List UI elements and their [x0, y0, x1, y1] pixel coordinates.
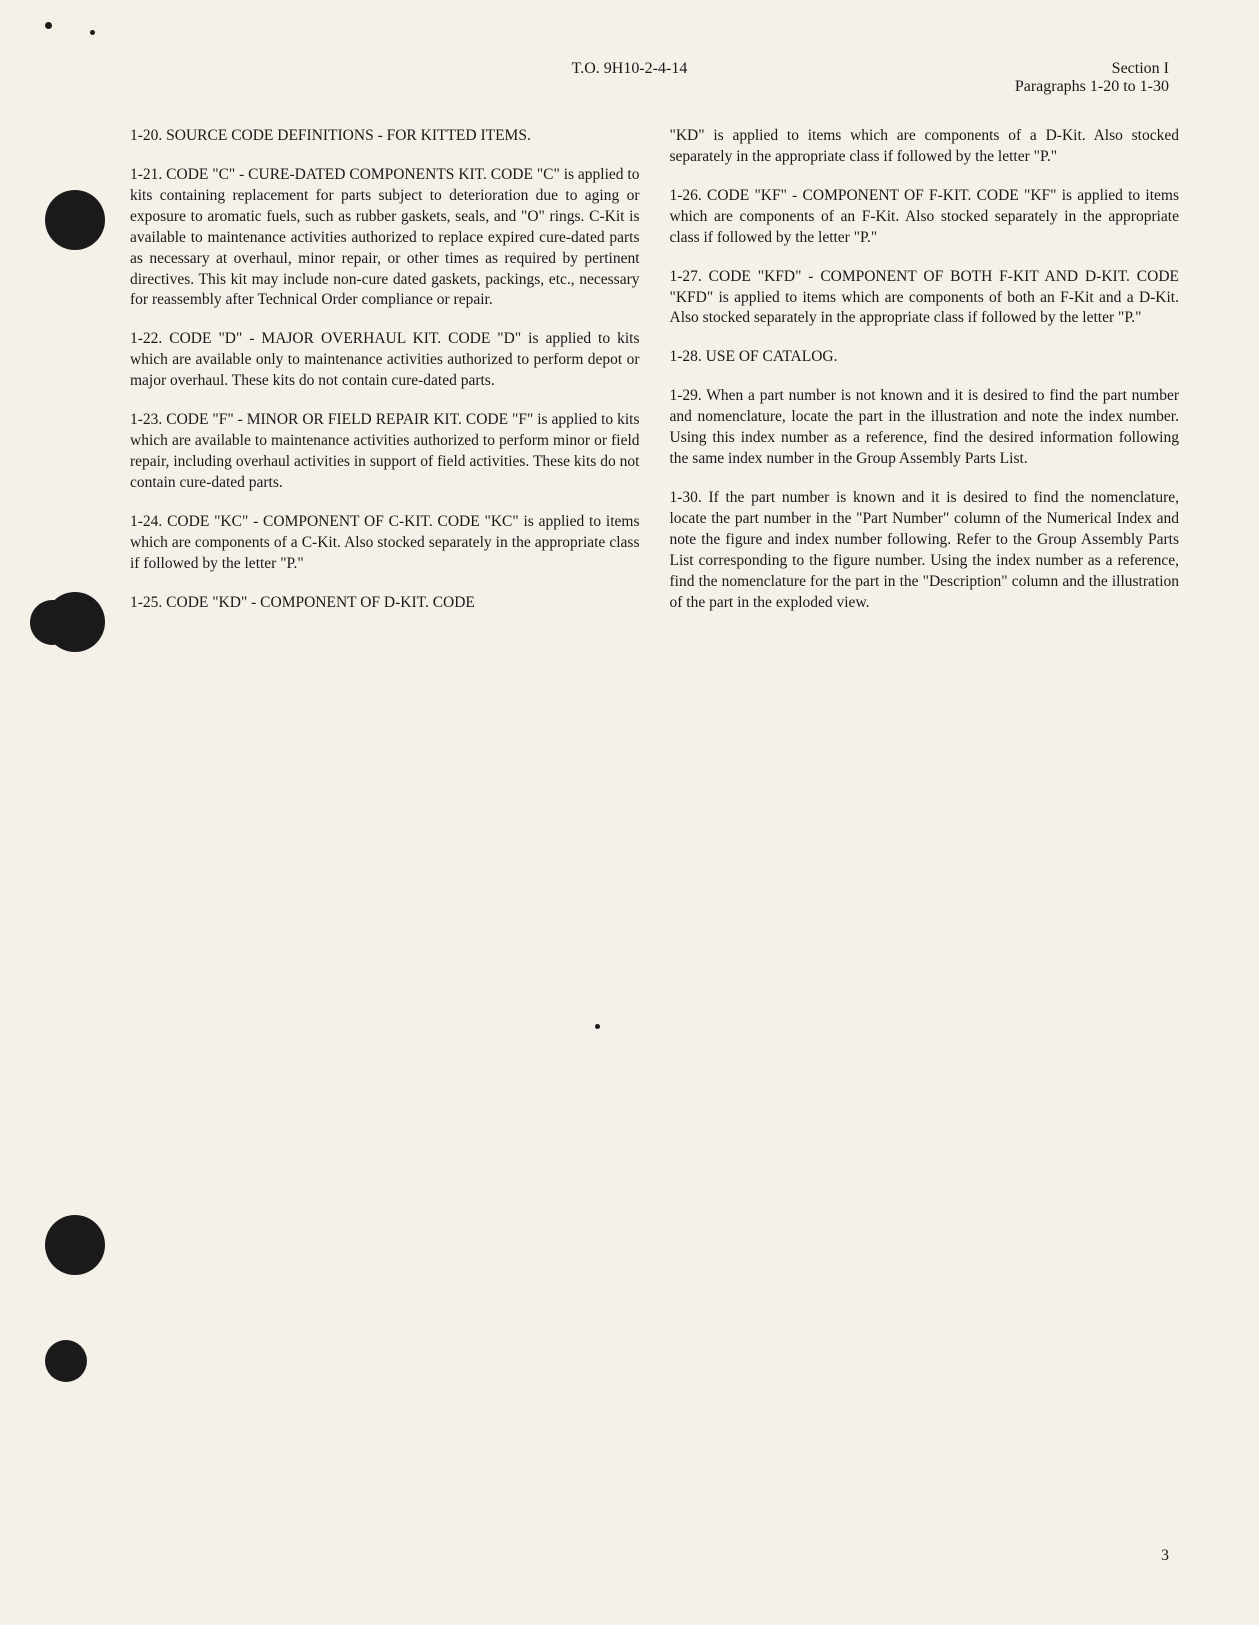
paragraph-1-20: 1-20. SOURCE CODE DEFINITIONS - FOR KITT… — [130, 126, 640, 147]
header-section: Section I — [1015, 60, 1169, 78]
paragraph-1-21: 1-21. CODE "C" - CURE-DATED COMPONENTS K… — [130, 165, 640, 311]
paragraph-1-30: 1-30. If the part number is known and it… — [670, 488, 1180, 614]
page-number: 3 — [1161, 1547, 1169, 1565]
punch-hole — [45, 1340, 87, 1382]
punch-hole — [45, 190, 105, 250]
header-section-info: Section I Paragraphs 1-20 to 1-30 — [1015, 60, 1169, 96]
paragraph-1-28: 1-28. USE OF CATALOG. — [670, 347, 1180, 368]
left-column: 1-20. SOURCE CODE DEFINITIONS - FOR KITT… — [130, 126, 640, 632]
artifact-dot — [90, 30, 95, 35]
artifact-dot — [595, 1024, 600, 1029]
paragraph-1-25-cont: "KD" is applied to items which are compo… — [670, 126, 1180, 168]
paragraph-1-29: 1-29. When a part number is not known an… — [670, 386, 1180, 470]
content-area: 1-20. SOURCE CODE DEFINITIONS - FOR KITT… — [130, 126, 1179, 632]
artifact-dot — [45, 22, 52, 29]
paragraph-1-24: 1-24. CODE "KC" - COMPONENT OF C-KIT. CO… — [130, 512, 640, 575]
right-column: "KD" is applied to items which are compo… — [670, 126, 1180, 632]
header-document-id: T.O. 9H10-2-4-14 — [572, 60, 688, 78]
punch-hole — [45, 592, 105, 652]
paragraph-1-27: 1-27. CODE "KFD" - COMPONENT OF BOTH F-K… — [670, 267, 1180, 330]
paragraph-1-25: 1-25. CODE "KD" - COMPONENT OF D-KIT. CO… — [130, 593, 640, 614]
document-page: T.O. 9H10-2-4-14 Section I Paragraphs 1-… — [0, 0, 1259, 1625]
paragraph-1-22: 1-22. CODE "D" - MAJOR OVERHAUL KIT. COD… — [130, 329, 640, 392]
paragraph-1-26: 1-26. CODE "KF" - COMPONENT OF F-KIT. CO… — [670, 186, 1180, 249]
header-paragraphs: Paragraphs 1-20 to 1-30 — [1015, 78, 1169, 96]
punch-hole — [45, 1215, 105, 1275]
page-header: T.O. 9H10-2-4-14 Section I Paragraphs 1-… — [130, 60, 1179, 96]
paragraph-1-23: 1-23. CODE "F" - MINOR OR FIELD REPAIR K… — [130, 410, 640, 494]
